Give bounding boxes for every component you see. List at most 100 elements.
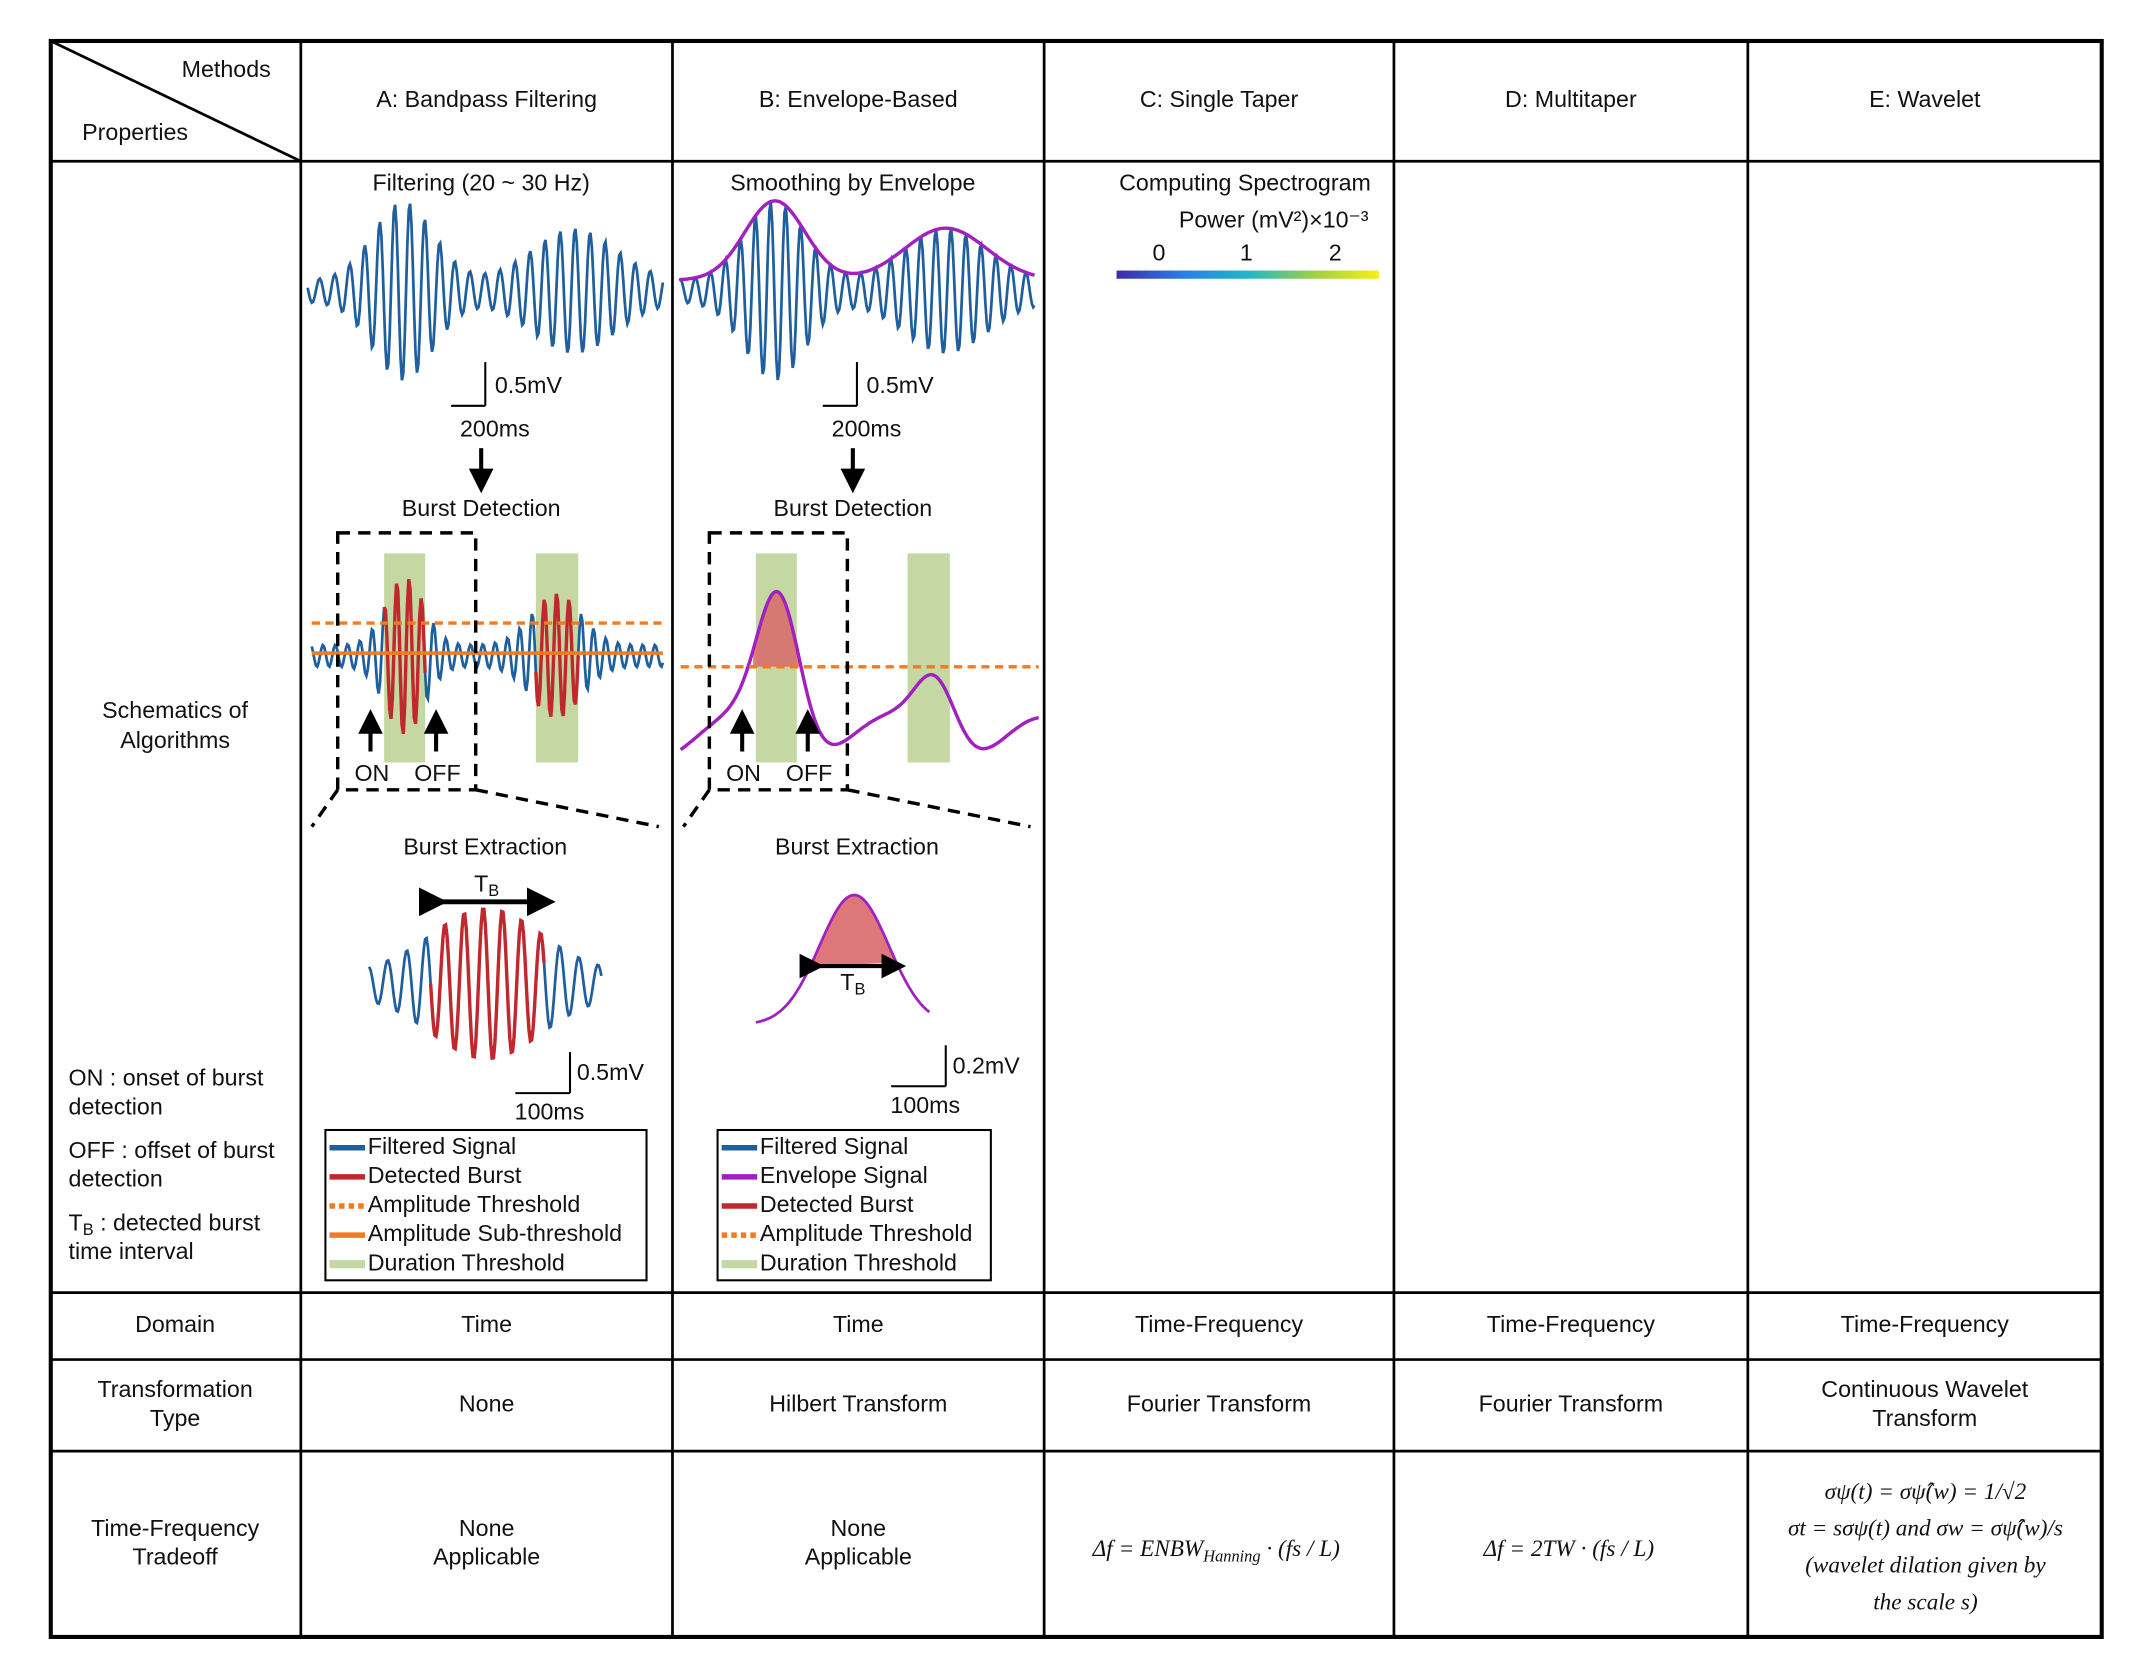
note: OFF : offset of burst xyxy=(69,1137,276,1163)
symbol: T xyxy=(840,969,854,995)
legend-box xyxy=(324,1128,648,1282)
step-title: Burst Extraction xyxy=(403,834,567,860)
on-label: ON xyxy=(354,760,389,786)
cell-text: None xyxy=(459,1390,515,1416)
off-label: OFF xyxy=(786,760,832,786)
cell-text: Hilbert Transform xyxy=(769,1390,947,1416)
scale-label: 0.5mV xyxy=(495,372,563,398)
note: detection xyxy=(69,1093,163,1119)
signal xyxy=(428,907,546,1061)
scale-label: 0.2mV xyxy=(953,1052,1021,1078)
legend-label: Duration Threshold xyxy=(368,1249,565,1275)
detection-box xyxy=(336,531,478,792)
row-label: Type xyxy=(150,1405,200,1431)
cell-text: Applicable xyxy=(433,1544,540,1570)
formula-part: Hanning xyxy=(1202,1546,1260,1565)
scale-label: 0.5mV xyxy=(867,372,935,398)
signal xyxy=(310,579,665,734)
method-header: C: Single Taper xyxy=(1140,86,1299,112)
cell-text: Time-Frequency xyxy=(1135,1311,1304,1337)
colorbar-tick: 1 xyxy=(1240,239,1253,265)
symbol: T xyxy=(69,1209,83,1235)
legend-label: Detected Burst xyxy=(760,1191,914,1217)
row-label: Algorithms xyxy=(120,727,230,753)
note: detection xyxy=(69,1166,163,1192)
off-label: OFF xyxy=(414,760,460,786)
cell-text: Time xyxy=(833,1311,884,1337)
formula-part: Δf = 2TW xyxy=(1483,1536,1578,1562)
tb-label: TB xyxy=(840,969,865,999)
signal xyxy=(382,579,427,734)
duration-region xyxy=(907,553,950,763)
cell-text: Fourier Transform xyxy=(1127,1390,1312,1416)
step-title: Filtering (20 ~ 30 Hz) xyxy=(372,170,589,196)
cell-text: Time xyxy=(461,1311,512,1337)
formula: σt = sσψ(t) and σw = σψ̂(w)/s xyxy=(1788,1516,2063,1542)
formula: Δf = 2TW · (fs / L) xyxy=(1483,1536,1655,1562)
burst-area xyxy=(809,894,897,967)
legend-box xyxy=(716,1128,992,1282)
legend-label: Amplitude Threshold xyxy=(760,1220,973,1246)
scale-label: 200ms xyxy=(460,416,530,442)
legend-label: Envelope Signal xyxy=(760,1162,928,1188)
note: ON : onset of burst xyxy=(69,1065,264,1091)
zoom-line xyxy=(310,788,340,828)
subscript: B xyxy=(83,1221,94,1239)
note: TB : detected burst xyxy=(69,1209,261,1239)
scale-label: 0.5mV xyxy=(577,1059,645,1085)
zoom-line xyxy=(475,788,660,829)
formula: σψ(t) = σψ̂(w) = 1/√2 xyxy=(1825,1479,2027,1505)
legend-label: Detected Burst xyxy=(368,1162,522,1188)
row-label: Schematics of xyxy=(102,697,248,723)
symbol: T xyxy=(474,871,488,897)
scale-label: 100ms xyxy=(515,1099,585,1125)
row-label: Domain xyxy=(135,1311,215,1337)
legend-label: Amplitude Sub-threshold xyxy=(368,1220,622,1246)
formula-part: Δf = ENBW xyxy=(1092,1536,1206,1562)
envelope xyxy=(679,589,1039,752)
tb-label: TB xyxy=(474,871,499,901)
step-title: Burst Extraction xyxy=(775,834,939,860)
cell-text: Transform xyxy=(1872,1405,1977,1431)
zoom-line xyxy=(847,788,1031,829)
signal xyxy=(678,202,1036,381)
subscript: B xyxy=(488,883,499,901)
cell-text: None xyxy=(459,1515,515,1541)
colorbar-label: Power (mV²)×10⁻³ xyxy=(1179,206,1369,232)
method-header: E: Wavelet xyxy=(1869,86,1981,112)
row-label: Time-Frequency xyxy=(91,1515,260,1541)
on-label: ON xyxy=(726,760,761,786)
cell-text: Time-Frequency xyxy=(1841,1311,2010,1337)
formula-part: · (fs / L) xyxy=(1261,1536,1341,1562)
burst-area xyxy=(753,591,823,667)
table-border xyxy=(48,38,2104,1639)
text: : detected burst xyxy=(94,1209,261,1235)
formula: Δf = ENBWHanning · (fs / L) xyxy=(1092,1536,1340,1565)
signal xyxy=(306,203,665,381)
legend-label: Filtered Signal xyxy=(368,1133,516,1159)
corner-label: Methods xyxy=(182,56,271,82)
cell-text: Continuous Wavelet xyxy=(1821,1376,2028,1402)
corner-diagonal xyxy=(50,39,302,163)
cell-text: None xyxy=(831,1515,887,1541)
row-label: Tradeoff xyxy=(133,1544,219,1570)
method-header: D: Multitaper xyxy=(1505,86,1637,112)
subscript: B xyxy=(854,981,865,999)
signal xyxy=(534,593,580,717)
colorbar-tick: 0 xyxy=(1152,239,1165,265)
corner-label: Properties xyxy=(82,119,188,145)
step-title: Burst Detection xyxy=(773,495,932,521)
cell-text: Time-Frequency xyxy=(1487,1311,1656,1337)
legend-label: Amplitude Threshold xyxy=(368,1191,581,1217)
legend-label: Filtered Signal xyxy=(760,1133,908,1159)
method-header: A: Bandpass Filtering xyxy=(376,86,597,112)
scale-label: 100ms xyxy=(890,1092,960,1118)
formula-part: · (fs / L) xyxy=(1575,1536,1655,1562)
colorbar-tick: 2 xyxy=(1329,239,1342,265)
zoom-line xyxy=(682,788,711,828)
legend-label: Duration Threshold xyxy=(760,1249,957,1275)
row-label: Transformation xyxy=(97,1376,252,1402)
scale-label: 200ms xyxy=(832,416,902,442)
step-title: Burst Detection xyxy=(402,495,561,521)
